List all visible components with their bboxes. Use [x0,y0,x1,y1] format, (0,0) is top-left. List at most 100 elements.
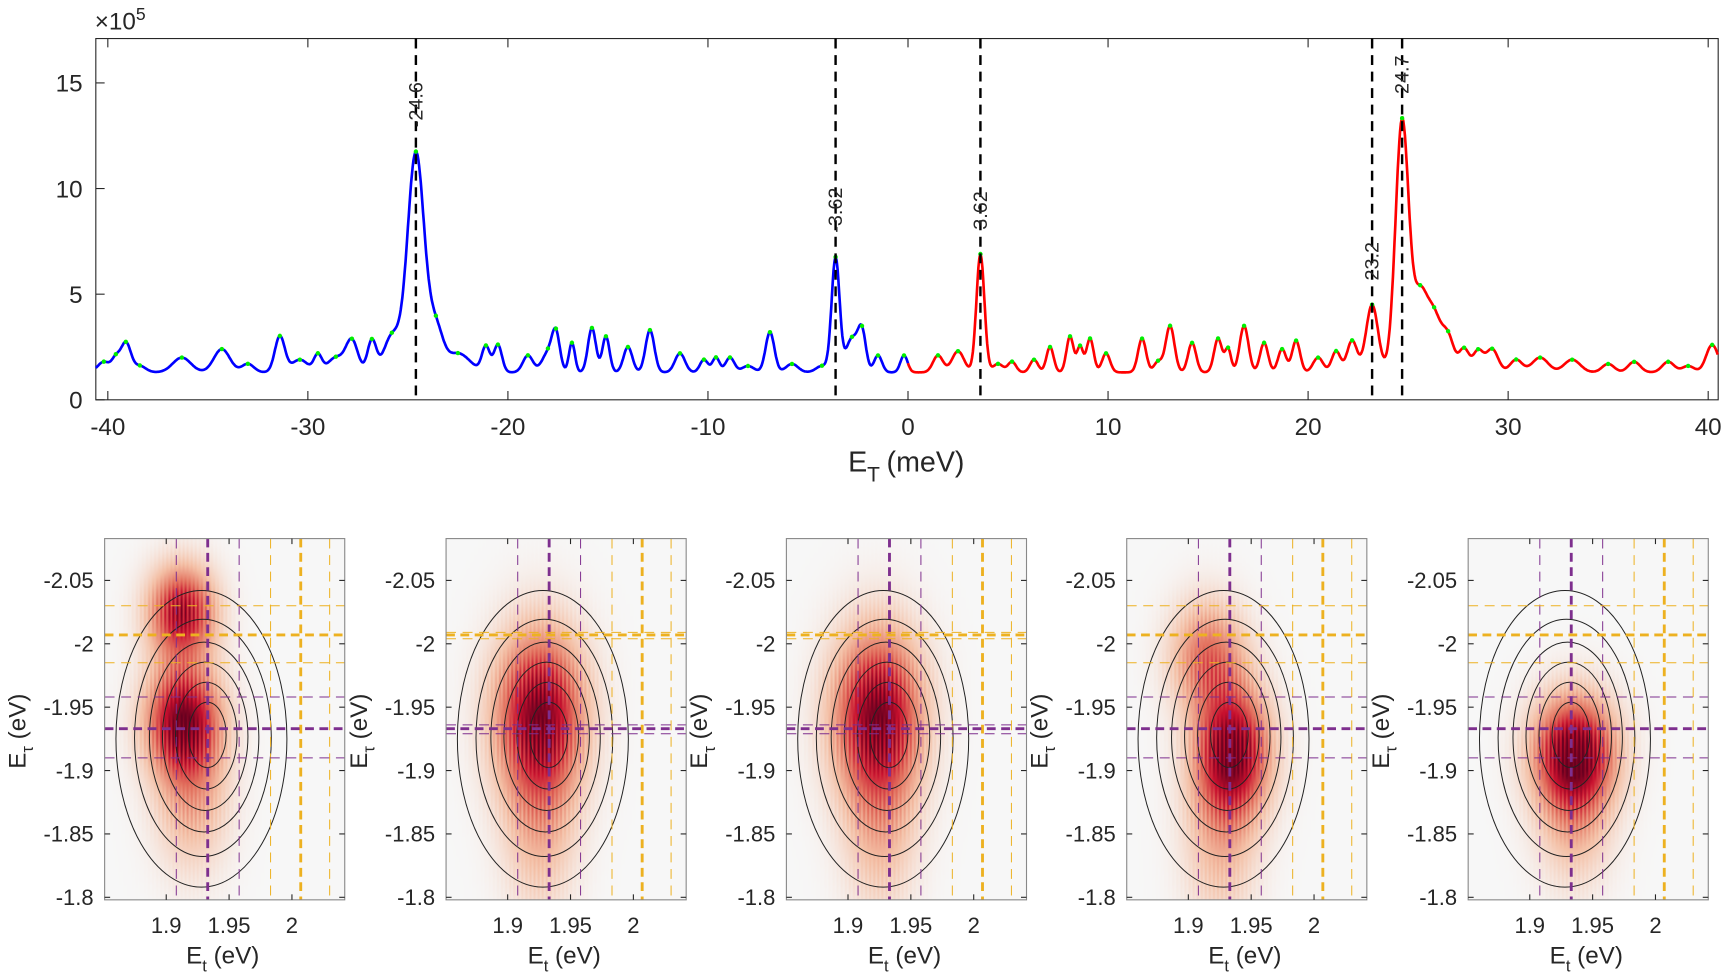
y-tick-label: -1.9 [1419,758,1457,783]
peak-marker [1241,323,1247,329]
peak-marker [297,357,303,362]
peak-marker [1631,359,1637,364]
peak-marker [1461,345,1467,350]
x-tick-label: 2 [627,913,639,938]
heatmap-3 [786,538,1027,900]
contour-line [1184,661,1271,811]
peak-marker [1417,282,1423,288]
y-axis-label: Eτ (eV) [686,694,719,769]
x-tick-label: 2 [286,913,298,938]
peak-marker [1569,357,1575,362]
contour-line [475,618,614,857]
peak-marker [1349,338,1355,343]
label-part: τ [18,746,37,753]
y-tick-label: -2 [756,632,776,657]
peak-marker [1087,336,1093,341]
x-tick-label: 30 [1495,414,1522,441]
peak-label: -24.6 [406,82,428,127]
heatmap-overlay-1: 1.9 1.95 2 -2.05 -2 -1.95 -1.9 -1.85 -1.8 Et (eV)… [4,538,346,975]
x-axis-label: ET (meV) [848,446,964,486]
x-tick-label: 1.95 [208,913,251,938]
peak-marker [1167,323,1173,328]
peak-marker [137,363,143,368]
y-tick-label: -1.85 [385,822,435,847]
peak-marker [545,346,551,351]
peak-marker [995,361,1001,367]
y-tick-label: -2.05 [725,568,775,593]
peak-marker [727,355,733,360]
panel-axes: 1.9 1.95 2 -2.05 -2 -1.95 -1.9 -1.85 -1.8 Et (eV)… [346,538,687,975]
label-part: E [186,943,202,970]
contour-line [503,661,590,811]
heatmap-overlay-3: 1.9 1.95 2 -2.05 -2 -1.95 -1.9 -1.85 -1.8 Et (eV)… [686,538,1028,975]
contour-line [1497,618,1636,857]
x-tick-label: 1.95 [889,913,932,938]
x-tick-label: 10 [1095,414,1122,441]
x-tick-label: 2 [1649,913,1661,938]
peak-marker [955,349,961,354]
x-tick-label: 1.95 [1230,913,1273,938]
peak-marker [1431,305,1437,310]
peak-marker [1067,334,1073,339]
peak-marker [1047,344,1053,350]
x-axis-label: Et (eV) [1550,943,1623,976]
x-tick-label: 1.95 [549,913,592,938]
label-part: (eV) [1368,694,1395,746]
peak-marker [767,329,773,335]
peak-marker [277,333,283,339]
peak-marker [701,357,707,362]
x-tick-label: 1.9 [833,913,864,938]
contour-line [1525,661,1612,811]
y-tick-label: -2 [74,632,94,657]
y-tick-label: -1.85 [725,822,775,847]
peak-marker [1475,347,1481,352]
contour-line [856,681,920,790]
panel-frame [785,538,1028,901]
label-part: E [1208,943,1224,970]
peak-marker [1445,329,1451,334]
y-tick-label: -1.8 [1419,885,1457,910]
peak-marker [1139,336,1145,341]
peak-marker [1685,363,1691,369]
x-axis-label: Et (eV) [1208,943,1281,976]
label-part: (eV) [346,694,373,746]
y-tick-label: 0 [69,388,82,415]
label-part: (eV) [4,694,31,746]
peak-marker [1709,342,1715,348]
contour-line [174,681,238,790]
panel-axes: 1.9 1.95 2 -2.05 -2 -1.95 -1.9 -1.85 -1.8 Et (eV)… [1368,538,1709,976]
heatmap-1 [104,538,345,900]
peak-marker [745,363,751,369]
peak-label: -3.62 [825,188,847,233]
contour-line [1197,681,1260,790]
peak-marker [349,336,355,341]
y-tick-label: -1.8 [737,885,775,910]
peak-marker [413,149,419,154]
y-tick-label: -1.85 [43,822,93,847]
peak-marker [525,353,531,358]
peak-marker [1399,116,1405,121]
contour-line [1512,641,1623,833]
peak-marker [179,355,185,360]
peak-marker [647,327,653,333]
heatmap-2 [446,538,687,900]
panel-frame [1126,538,1368,901]
peak-marker [1605,361,1611,367]
label-part: E [686,753,713,769]
x-tick-label: -30 [290,414,325,441]
y-axis-label: Eτ (eV) [346,694,379,769]
y-tick-label: 10 [56,176,83,203]
peak-marker [123,339,129,344]
y-tick-label: -1.9 [1078,758,1116,783]
y-tick-label: -2.05 [385,568,435,593]
x-tick-label: 40 [1695,414,1722,441]
label-part: t [884,956,889,975]
y-tick-label: -1.95 [1066,695,1116,720]
contour-line [830,641,942,833]
peak-marker [1009,359,1015,364]
contour-line [148,641,260,833]
peak-marker [219,346,225,352]
peak-marker [1155,358,1161,363]
y-tick-label: -1.9 [397,758,435,783]
panel-frame [1467,538,1709,901]
